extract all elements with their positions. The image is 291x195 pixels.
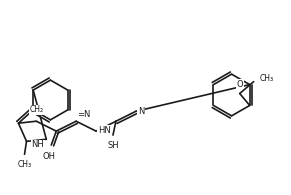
Text: =N: =N bbox=[77, 110, 91, 119]
Text: N: N bbox=[138, 107, 144, 116]
Text: OH: OH bbox=[43, 152, 56, 161]
Text: SH: SH bbox=[107, 141, 119, 150]
Text: CH₂: CH₂ bbox=[29, 105, 43, 114]
Text: O: O bbox=[236, 80, 243, 89]
Text: CH₃: CH₃ bbox=[17, 160, 32, 169]
Text: NH: NH bbox=[32, 140, 44, 149]
Text: HN: HN bbox=[98, 126, 111, 135]
Text: CH₃: CH₃ bbox=[260, 74, 274, 83]
